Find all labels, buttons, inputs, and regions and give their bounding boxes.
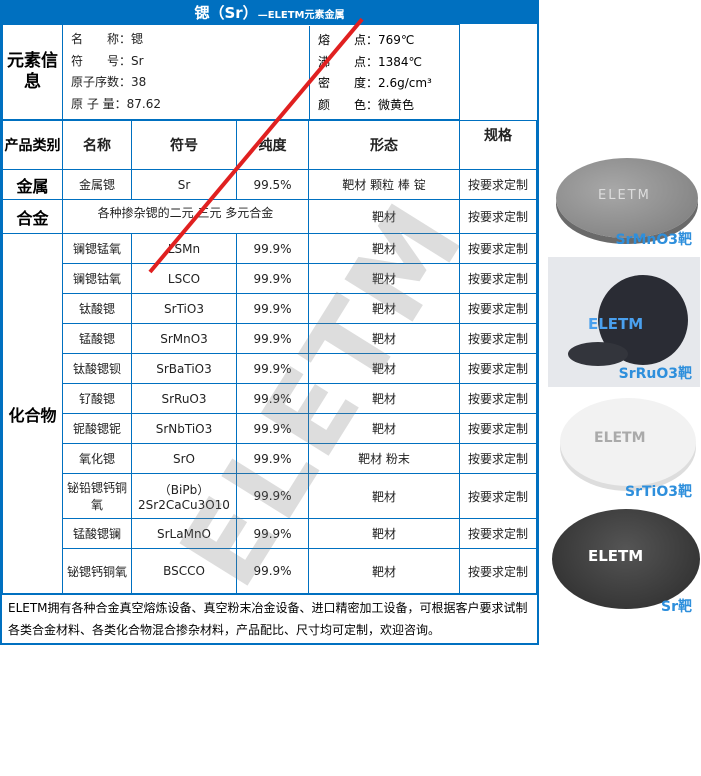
- image-brand: ELETM: [588, 315, 644, 333]
- title-sub: —ELETM元素金属: [257, 10, 345, 21]
- product-image-srtio3: ELETM SrTiO3靶: [548, 390, 700, 505]
- product-image-srmno3: ELETM SrMnO3靶: [548, 148, 700, 253]
- compound-name: 钛酸锶: [62, 293, 132, 324]
- image-label: SrRuO3靶: [618, 366, 692, 382]
- compound-form: 靶材: [308, 548, 460, 594]
- compound-symbol: LSCO: [131, 263, 237, 294]
- compound-purity: 99.9%: [236, 263, 309, 294]
- compound-form: 靶材: [308, 293, 460, 324]
- metal-purity: 99.5%: [236, 169, 309, 200]
- compound-symbol: LSMn: [131, 233, 237, 264]
- compound-form: 靶材: [308, 383, 460, 414]
- compound-purity: 99.9%: [236, 353, 309, 384]
- compound-spec: 按要求定制: [459, 233, 537, 264]
- compound-name: 锰酸锶镧: [62, 518, 132, 549]
- alloy-category: 合金: [2, 199, 63, 234]
- compound-name: 镧锶钴氧: [62, 263, 132, 294]
- compound-name: 氧化锶: [62, 443, 132, 474]
- compound-row: 铋铅锶钙铜氧 （BiPb）2Sr2CaCu3O10 99.9% 靶材 按要求定制: [3, 473, 537, 519]
- product-image-sr: ELETM Sr靶: [548, 505, 700, 620]
- compound-name: 铋锶钙铜氧: [62, 548, 132, 594]
- compound-spec: 按要求定制: [459, 353, 537, 384]
- compound-symbol: SrBaTiO3: [131, 353, 237, 384]
- header-category: 产品类别: [2, 120, 63, 170]
- product-image-srruo3: ELETM SrRuO3靶: [548, 257, 700, 387]
- compound-name: 镧锶锰氧: [62, 233, 132, 264]
- footer-note: ELETM拥有各种合金真空熔炼设备、真空粉末冶金设备、进口精密加工设备，可根据客…: [2, 594, 537, 643]
- header-row: 产品类别 名称 符号 纯度 形态 规格: [2, 120, 537, 170]
- info-left: 名 称：锶 符 号：Sr 原子序数：38 原 子 量：87.62: [61, 24, 461, 120]
- compound-row: 氧化锶 SrO 99.9% 靶材 粉末 按要求定制: [3, 443, 537, 474]
- compound-row: 锰酸锶 SrMnO3 99.9% 靶材 按要求定制: [3, 323, 537, 354]
- image-label: Sr靶: [661, 599, 692, 615]
- header-spec: 规格: [459, 120, 537, 170]
- compound-form: 靶材: [308, 263, 460, 294]
- info-name: 名 称：锶: [71, 32, 144, 46]
- compound-purity: 99.9%: [236, 548, 309, 594]
- info-density: 密 度：2.6g/cm³: [318, 76, 432, 90]
- compound-symbol: SrLaMnO: [131, 518, 237, 549]
- compound-spec: 按要求定制: [459, 473, 537, 519]
- info-boiling-point: 沸 点：1384℃: [318, 54, 423, 69]
- compound-purity: 99.9%: [236, 518, 309, 549]
- info-symbol: 符 号：Sr: [71, 53, 144, 68]
- compound-spec: 按要求定制: [459, 518, 537, 549]
- image-brand: ELETM: [598, 188, 651, 203]
- compound-symbol: SrO: [131, 443, 237, 474]
- metal-category: 金属: [2, 169, 63, 200]
- title-main: 锶（Sr）: [194, 4, 258, 22]
- compound-symbol: BSCCO: [131, 548, 237, 594]
- image-brand: ELETM: [588, 547, 644, 565]
- compound-spec: 按要求定制: [459, 293, 537, 324]
- compound-spec: 按要求定制: [459, 323, 537, 354]
- alloy-form: 靶材: [308, 199, 460, 234]
- compound-symbol: （BiPb）2Sr2CaCu3O10: [131, 473, 237, 519]
- info-atomic-number: 原子序数：38: [71, 75, 147, 89]
- product-table: 锶（Sr）—ELETM元素金属 元素信息 名 称：锶 符 号：Sr 原子序数：3…: [0, 0, 539, 645]
- compound-form: 靶材: [308, 518, 460, 549]
- page-title: 锶（Sr）—ELETM元素金属: [2, 2, 537, 24]
- metal-form: 靶材 颗粒 棒 锭: [308, 169, 460, 200]
- image-label: SrTiO3靶: [625, 484, 692, 500]
- compound-symbol: SrRuO3: [131, 383, 237, 414]
- info-atomic-mass: 原 子 量：87.62: [71, 96, 161, 111]
- compound-category: 化合物: [2, 233, 63, 594]
- compound-name: 钌酸锶: [62, 383, 132, 414]
- compound-purity: 99.9%: [236, 323, 309, 354]
- header-form: 形态: [308, 120, 460, 170]
- info-right: 熔 点：769℃ 沸 点：1384℃ 密 度：2.6g/cm³ 颜 色：微黄色: [309, 26, 537, 120]
- compound-symbol: SrTiO3: [131, 293, 237, 324]
- info-color: 颜 色：微黄色: [318, 97, 415, 112]
- compound-spec: 按要求定制: [459, 413, 537, 444]
- header-symbol: 符号: [131, 120, 237, 170]
- compound-name: 铋铅锶钙铜氧: [62, 473, 132, 519]
- compound-row: 钛酸锶钡 SrBaTiO3 99.9% 靶材 按要求定制: [3, 353, 537, 384]
- metal-spec: 按要求定制: [459, 169, 537, 200]
- image-label: SrMnO3靶: [615, 232, 692, 248]
- alloy-spec: 按要求定制: [459, 199, 537, 234]
- header-name: 名称: [62, 120, 132, 170]
- info-label: 元素信息: [2, 24, 63, 120]
- element-info-row: 元素信息 名 称：锶 符 号：Sr 原子序数：38 原 子 量：87.62: [2, 24, 538, 120]
- compound-spec: 按要求定制: [459, 548, 537, 594]
- compound-form: 靶材: [308, 413, 460, 444]
- compound-spec: 按要求定制: [459, 443, 537, 474]
- compound-purity: 99.9%: [236, 443, 309, 474]
- compound-form: 靶材: [308, 353, 460, 384]
- compound-name: 钛酸锶钡: [62, 353, 132, 384]
- compound-row: 铋锶钙铜氧 BSCCO 99.9% 靶材 按要求定制: [3, 548, 537, 594]
- compound-purity: 99.9%: [236, 233, 309, 264]
- compound-name: 铌酸锶铌: [62, 413, 132, 444]
- compound-row: 钛酸锶 SrTiO3 99.9% 靶材 按要求定制: [3, 293, 537, 324]
- compound-spec: 按要求定制: [459, 383, 537, 414]
- compound-name: 锰酸锶: [62, 323, 132, 354]
- compound-row: 化合物 镧锶锰氧 LSMn 99.9% 靶材 按要求定制: [2, 233, 537, 594]
- compound-row: 钌酸锶 SrRuO3 99.9% 靶材 按要求定制: [3, 383, 537, 414]
- compound-purity: 99.9%: [236, 473, 309, 519]
- image-brand: ELETM: [594, 430, 646, 446]
- metal-name: 金属锶: [62, 169, 132, 200]
- metal-row: 金属 金属锶 Sr 99.5% 靶材 颗粒 棒 锭 按要求定制: [2, 169, 537, 200]
- compound-symbol: SrMnO3: [131, 323, 237, 354]
- compound-form: 靶材: [308, 323, 460, 354]
